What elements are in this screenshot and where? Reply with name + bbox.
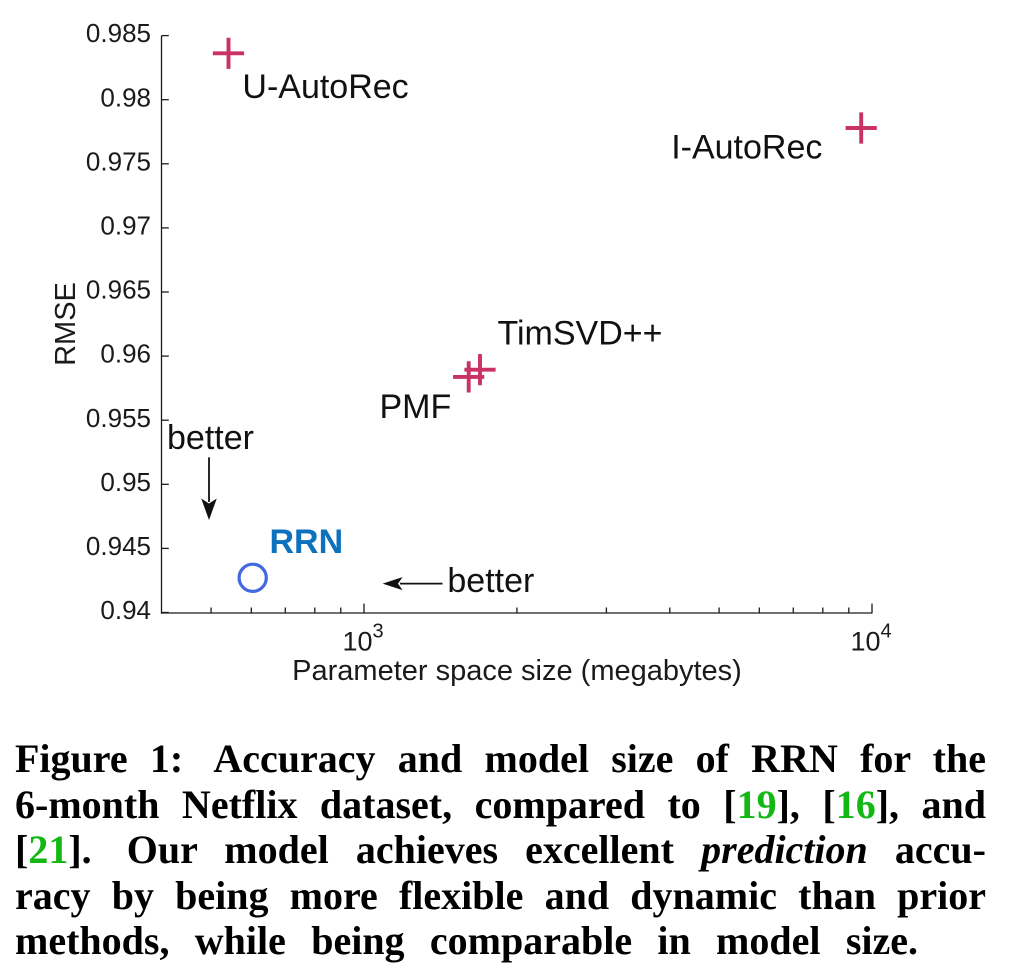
svg-text:I-AutoRec: I-AutoRec <box>671 129 822 167</box>
svg-text:10: 10 <box>851 626 881 656</box>
svg-text:4: 4 <box>881 621 892 643</box>
svg-text:0.945: 0.945 <box>86 531 151 561</box>
svg-text:RRN: RRN <box>270 523 344 561</box>
svg-text:0.965: 0.965 <box>86 275 151 305</box>
svg-text:0.97: 0.97 <box>100 211 151 241</box>
svg-text:0.985: 0.985 <box>86 18 151 48</box>
svg-text:better: better <box>167 419 254 457</box>
svg-text:0.98: 0.98 <box>100 82 151 112</box>
svg-text:3: 3 <box>373 621 384 643</box>
svg-text:Parameter space size (megabyte: Parameter space size (megabytes) <box>292 655 742 687</box>
svg-text:0.95: 0.95 <box>100 467 151 497</box>
svg-text:0.955: 0.955 <box>86 403 151 433</box>
svg-text:PMF: PMF <box>380 388 452 426</box>
svg-text:TimSVD++: TimSVD++ <box>498 314 663 352</box>
svg-text:better: better <box>447 562 534 600</box>
svg-text:0.94: 0.94 <box>100 595 151 625</box>
svg-text:0.975: 0.975 <box>86 146 151 176</box>
svg-text:U-AutoRec: U-AutoRec <box>242 68 408 106</box>
svg-text:RMSE: RMSE <box>50 282 82 366</box>
svg-text:10: 10 <box>343 626 373 656</box>
svg-text:0.96: 0.96 <box>100 339 151 369</box>
